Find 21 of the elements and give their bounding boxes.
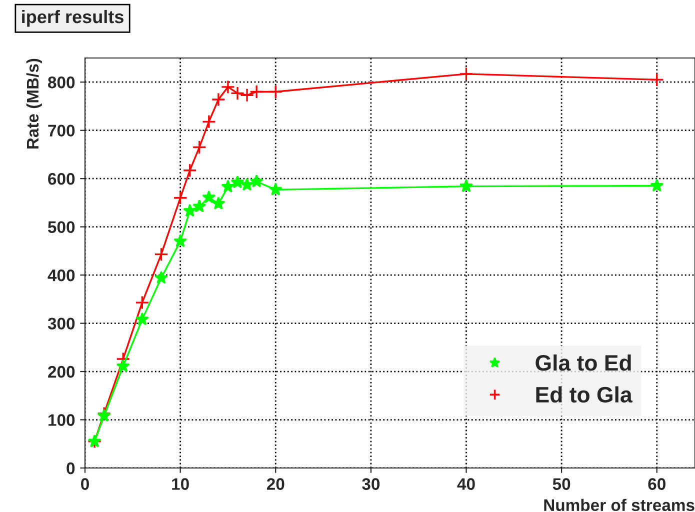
x-tick-label: 60: [648, 478, 666, 490]
y-tick-label: 200: [48, 366, 75, 378]
y-axis-title: Rate (MB/s): [26, 58, 42, 149]
y-tick-label: 800: [48, 76, 75, 88]
legend-label: Gla to Ed: [536, 354, 631, 371]
x-tick-label: 50: [552, 478, 570, 490]
y-tick-label: 500: [48, 221, 75, 234]
y-tick-label: 300: [48, 318, 75, 330]
x-tick-label: 30: [362, 478, 380, 490]
x-axis-title: Number of streams: [544, 498, 694, 512]
x-tick-label: 0: [81, 478, 89, 490]
chart-title: iperf results: [22, 10, 124, 27]
y-tick-label: 0: [66, 462, 75, 474]
y-tick-label: 700: [48, 124, 75, 137]
x-tick-label: 10: [172, 478, 189, 490]
y-tick-label: 400: [48, 269, 75, 282]
y-tick-label: 600: [48, 172, 75, 185]
y-tick-label: 100: [48, 414, 75, 426]
x-tick-label: 40: [457, 478, 475, 490]
x-tick-label: 20: [266, 478, 284, 490]
legend-label: Ed to Gla: [536, 386, 632, 403]
